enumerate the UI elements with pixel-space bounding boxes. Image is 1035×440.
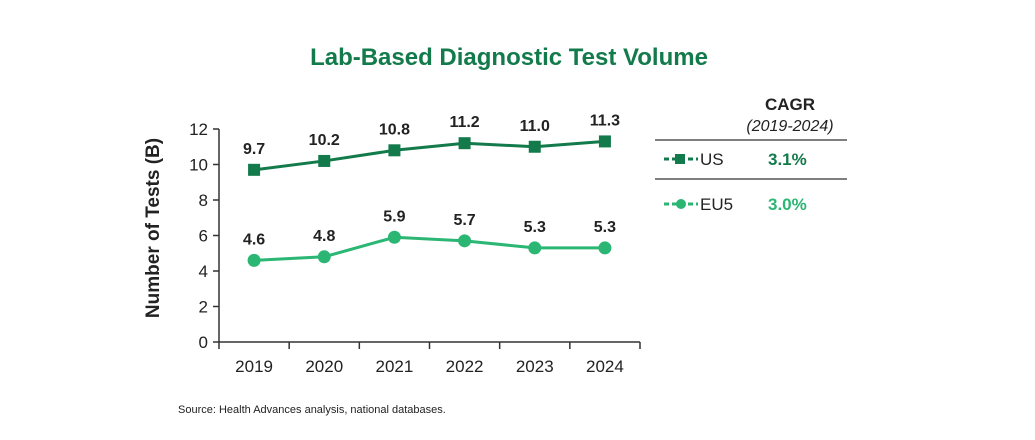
data-label-us: 9.7: [243, 141, 265, 158]
point-eu5: [458, 234, 472, 248]
series-layer: 9.7 10.2 10.8 11.2 11.0 11.3 4.6 4.8 5.9 5.7 5.3 5.…: [243, 112, 620, 267]
point-us: [598, 135, 611, 148]
y-tick-label: 0: [199, 333, 208, 352]
y-tick-label: 2: [199, 298, 208, 317]
legend-us: US 3.1%: [664, 150, 807, 169]
x-tick-label: 2024: [586, 357, 624, 376]
cagr-period: (2019-2024): [746, 118, 833, 135]
axes: 0 2 4 6 8 10 12 2019 2020 2021 2022 2023 2024: [189, 120, 641, 376]
cagr-eu5-value: 3.0%: [768, 195, 807, 214]
x-tick-label: 2020: [305, 357, 343, 376]
y-tick-label: 10: [189, 156, 208, 175]
data-label-eu5: 5.3: [594, 219, 616, 236]
point-eu5: [528, 241, 542, 255]
y-tick-label: 4: [199, 262, 208, 281]
legend-eu5-label: EU5: [700, 195, 733, 214]
point-us: [528, 140, 541, 153]
x-tick-label: 2021: [376, 357, 414, 376]
data-label-eu5: 5.7: [453, 212, 475, 229]
x-tick-label: 2019: [235, 357, 273, 376]
data-label-eu5: 5.9: [383, 208, 405, 225]
y-tick-label: 8: [199, 191, 208, 210]
point-us: [248, 163, 261, 176]
point-us: [318, 154, 331, 167]
data-label-us: 10.2: [309, 132, 340, 149]
point-eu5: [317, 250, 331, 264]
point-us: [458, 137, 471, 150]
data-label-us: 11.0: [520, 118, 550, 135]
series-line-eu5: [254, 235, 605, 262]
data-label-us: 11.2: [449, 114, 479, 131]
y-tick-label: 12: [189, 120, 208, 139]
data-label-eu5: 5.3: [524, 219, 546, 236]
series-line-us: [253, 139, 606, 172]
legend-us-marker: [675, 154, 685, 164]
y-tick-label: 6: [199, 227, 208, 246]
point-eu5: [247, 253, 261, 267]
legend-eu5-marker: [676, 199, 686, 209]
point-us: [388, 144, 401, 157]
x-tick-label: 2023: [516, 357, 554, 376]
data-label-eu5: 4.6: [243, 231, 265, 248]
legend-us-label: US: [700, 150, 724, 169]
source-note: Source: Health Advances analysis, nation…: [178, 404, 446, 416]
legend-eu5: EU5 3.0%: [664, 195, 807, 214]
data-label-eu5: 4.8: [313, 228, 335, 245]
cagr-us-value: 3.1%: [768, 150, 807, 169]
x-tick-label: 2022: [446, 357, 484, 376]
point-eu5: [387, 230, 401, 244]
y-axis-label: Number of Tests (B): [143, 138, 164, 318]
data-label-us: 10.8: [379, 121, 410, 138]
chart-title: Lab-Based Diagnostic Test Volume: [310, 44, 708, 71]
cagr-header: CAGR: [765, 95, 815, 114]
data-label-us: 11.3: [590, 112, 620, 129]
point-eu5: [598, 241, 612, 255]
